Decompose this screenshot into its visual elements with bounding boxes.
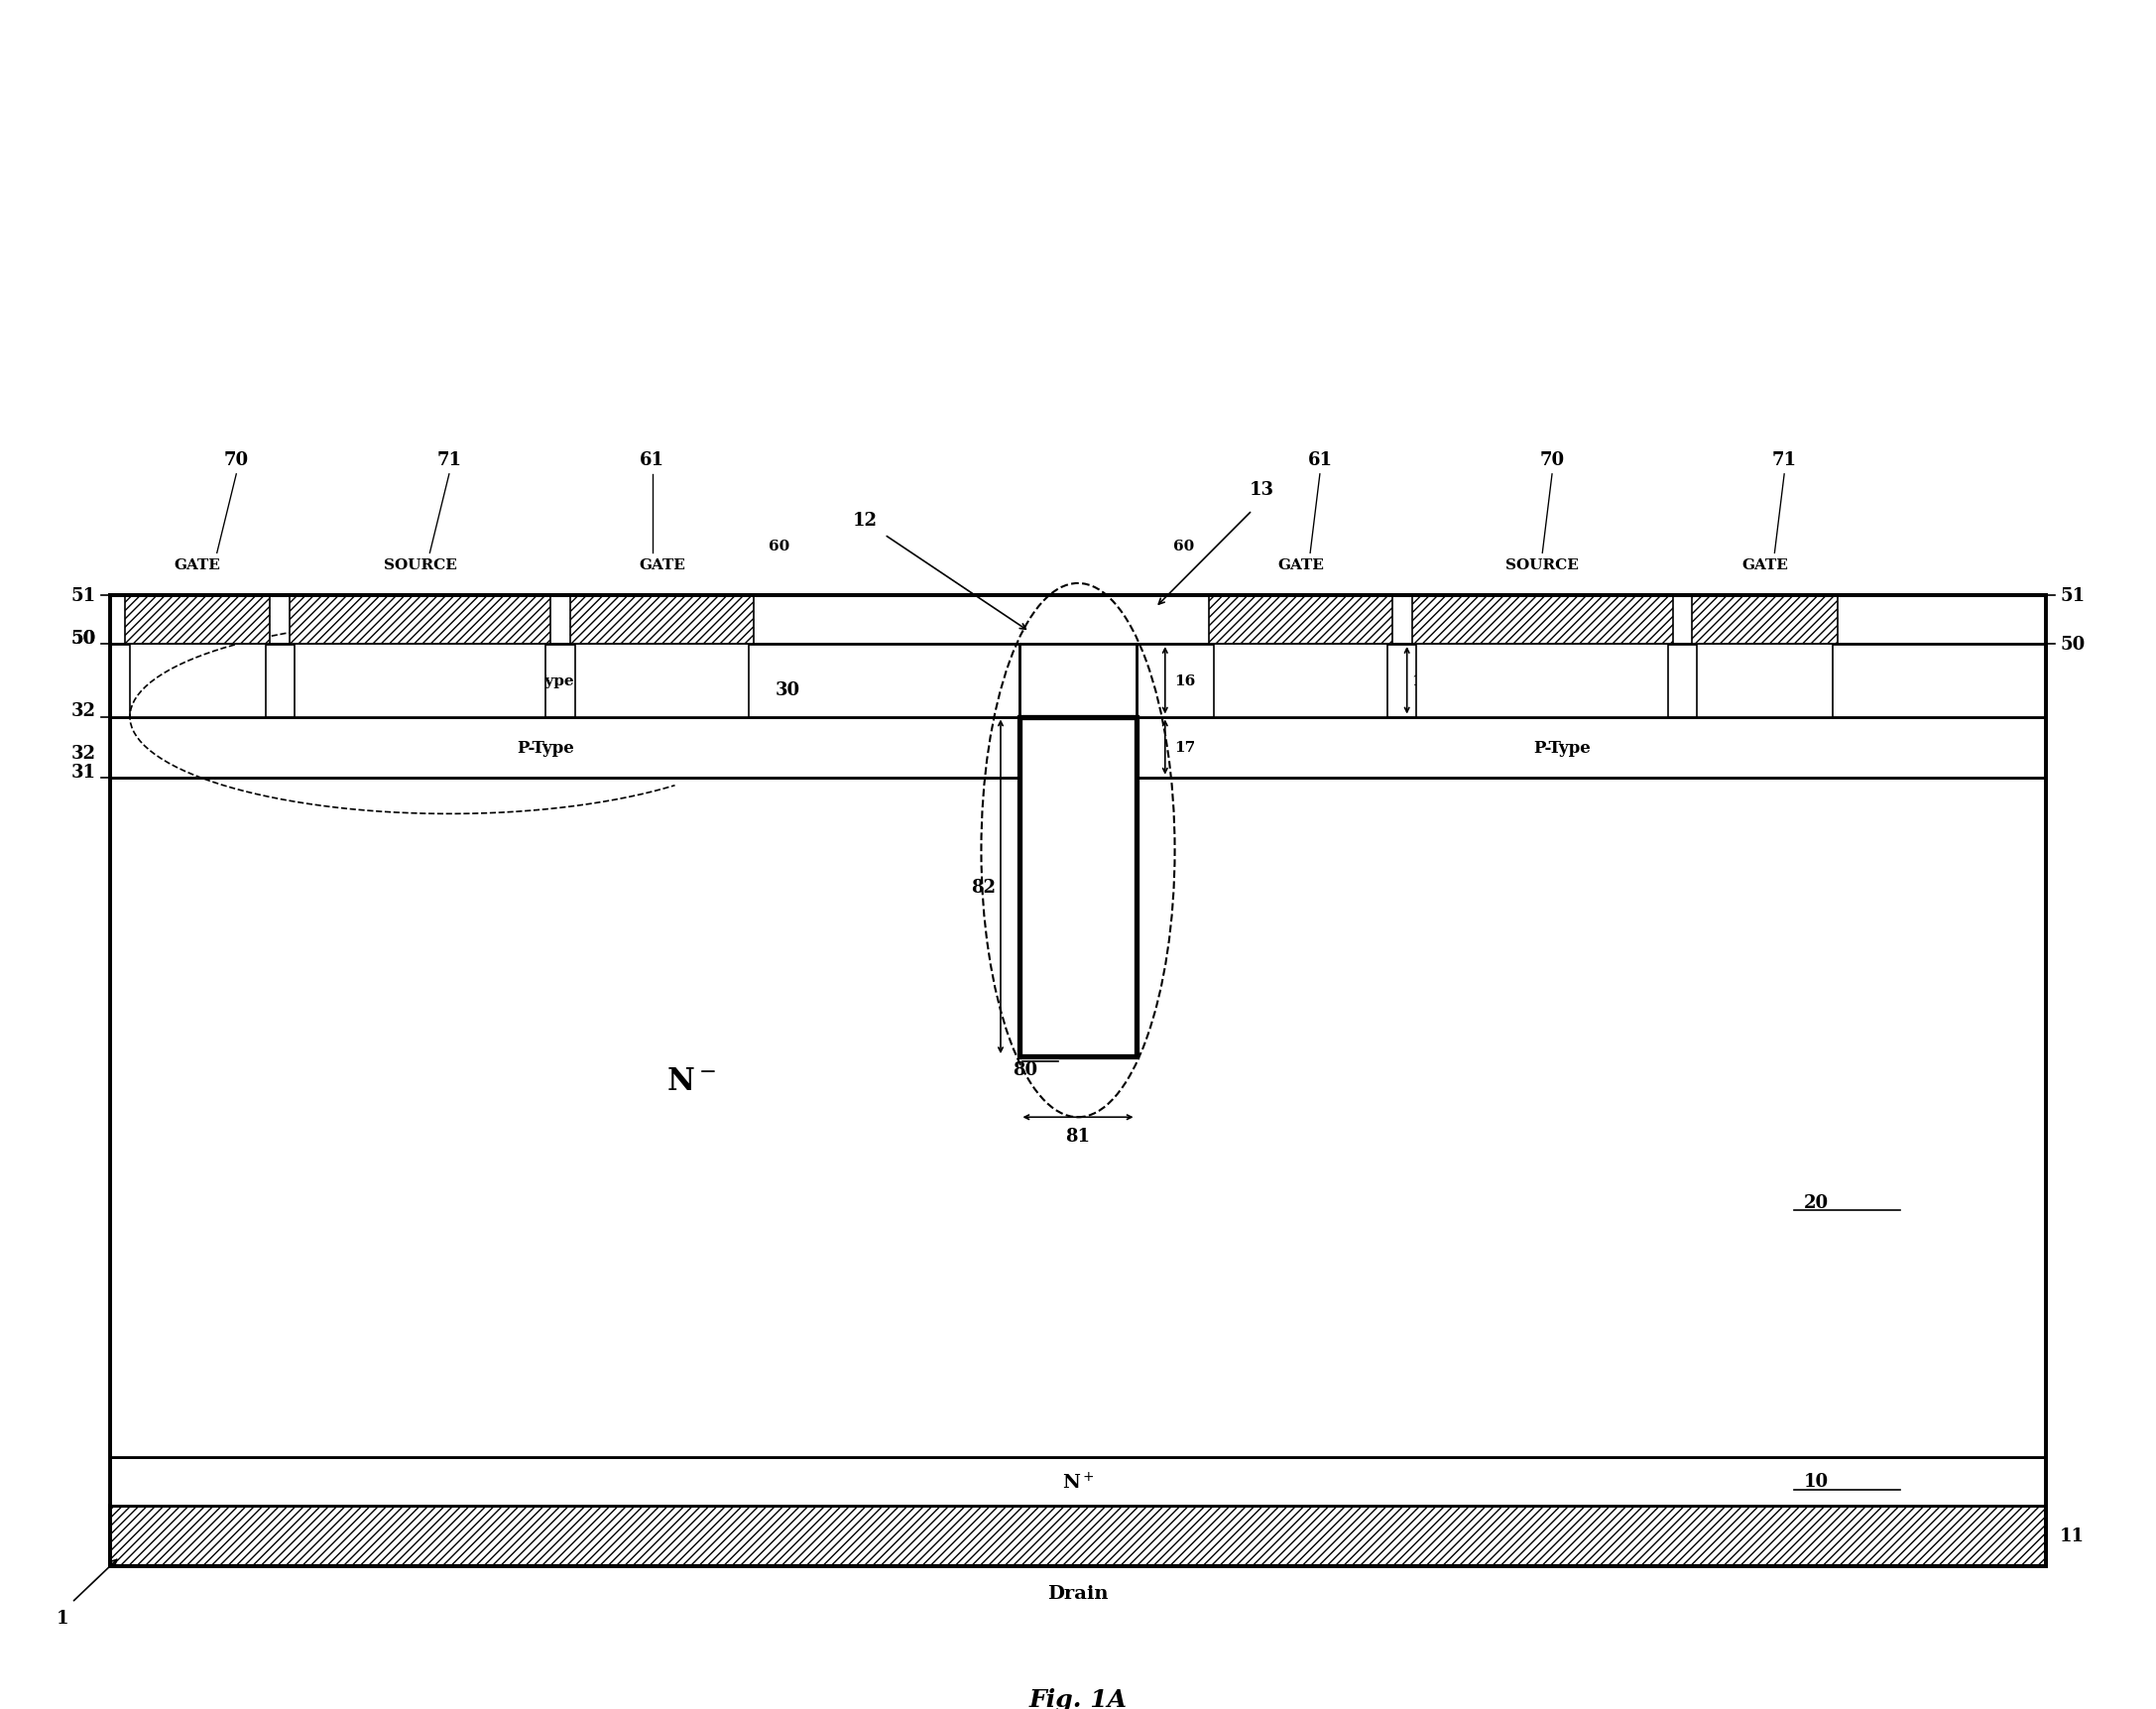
Text: 17: 17 — [1175, 740, 1197, 754]
Text: P$^+$: P$^+$ — [1289, 672, 1313, 689]
Bar — [1136, 644, 2046, 718]
Bar — [569, 596, 755, 644]
Bar — [110, 596, 2046, 1565]
Bar — [1692, 596, 1837, 644]
Bar — [129, 644, 265, 718]
Text: 13: 13 — [1250, 480, 1274, 499]
Text: 32: 32 — [71, 702, 97, 719]
Bar — [110, 644, 1020, 718]
Text: N-Type: N-Type — [517, 673, 573, 687]
Bar — [1416, 644, 1669, 718]
Bar — [576, 644, 748, 718]
Text: Drain: Drain — [1048, 1584, 1108, 1603]
Bar — [110, 778, 2046, 1458]
Text: 60: 60 — [1173, 540, 1194, 554]
Text: P$^+$: P$^+$ — [1753, 672, 1777, 689]
Text: SOURCE: SOURCE — [384, 557, 457, 573]
Text: 10: 10 — [1805, 1473, 1828, 1490]
Text: N$^-$: N$^-$ — [666, 1066, 716, 1097]
Text: 18: 18 — [1412, 673, 1434, 687]
Text: P-Type: P-Type — [517, 738, 573, 755]
Text: 50: 50 — [71, 629, 97, 648]
Text: 11: 11 — [2059, 1526, 2085, 1545]
Bar — [110, 718, 1020, 778]
Bar — [110, 1506, 2046, 1565]
Text: N-Type: N-Type — [1552, 673, 1608, 687]
Text: GATE: GATE — [175, 557, 220, 573]
Text: P-Type: P-Type — [1533, 738, 1591, 755]
Text: 61: 61 — [1307, 451, 1332, 468]
Bar — [1214, 644, 1388, 718]
Bar — [1210, 596, 1393, 644]
Text: GATE: GATE — [1276, 557, 1324, 573]
Text: 50: 50 — [2059, 636, 2085, 653]
Text: 12: 12 — [854, 511, 877, 530]
Text: 51: 51 — [2059, 586, 2085, 605]
Text: 51: 51 — [71, 586, 97, 605]
Text: 70: 70 — [1539, 451, 1565, 468]
Text: 30: 30 — [1501, 682, 1526, 699]
Text: 81: 81 — [1065, 1128, 1091, 1145]
Text: N$^+$: N$^+$ — [1061, 1471, 1095, 1492]
Text: 70: 70 — [224, 451, 248, 468]
Text: 16: 16 — [1175, 673, 1197, 687]
Text: 82: 82 — [970, 878, 996, 896]
Text: GATE: GATE — [1742, 557, 1787, 573]
Text: 50: 50 — [71, 629, 97, 648]
Text: 40: 40 — [213, 663, 239, 680]
Text: 61: 61 — [640, 451, 664, 468]
Text: 80: 80 — [1013, 1061, 1037, 1078]
Text: P$^+$: P$^+$ — [185, 672, 209, 689]
Bar — [289, 596, 550, 644]
Text: 31: 31 — [71, 762, 97, 781]
Text: 32: 32 — [71, 745, 97, 762]
Text: 20: 20 — [1805, 1193, 1828, 1212]
Bar — [110, 1458, 2046, 1506]
Bar — [295, 644, 545, 718]
Text: P$^+$: P$^+$ — [651, 672, 673, 689]
Text: Fig. 1A: Fig. 1A — [1028, 1687, 1128, 1709]
Bar — [125, 596, 270, 644]
Text: N$^+$: N$^+$ — [1529, 672, 1554, 689]
Text: 71: 71 — [438, 451, 461, 468]
Text: SOURCE: SOURCE — [1505, 557, 1578, 573]
Bar — [1020, 644, 1136, 718]
Text: 1: 1 — [56, 1608, 69, 1627]
Text: 30: 30 — [776, 682, 800, 699]
Bar — [1136, 718, 2046, 778]
Text: GATE: GATE — [638, 557, 686, 573]
Text: 71: 71 — [1772, 451, 1796, 468]
Text: 60: 60 — [768, 540, 789, 554]
Text: 40: 40 — [1742, 663, 1768, 680]
Bar — [1697, 644, 1833, 718]
Text: N$^+$: N$^+$ — [407, 672, 433, 689]
Bar — [1020, 718, 1136, 1056]
Bar — [1412, 596, 1673, 644]
